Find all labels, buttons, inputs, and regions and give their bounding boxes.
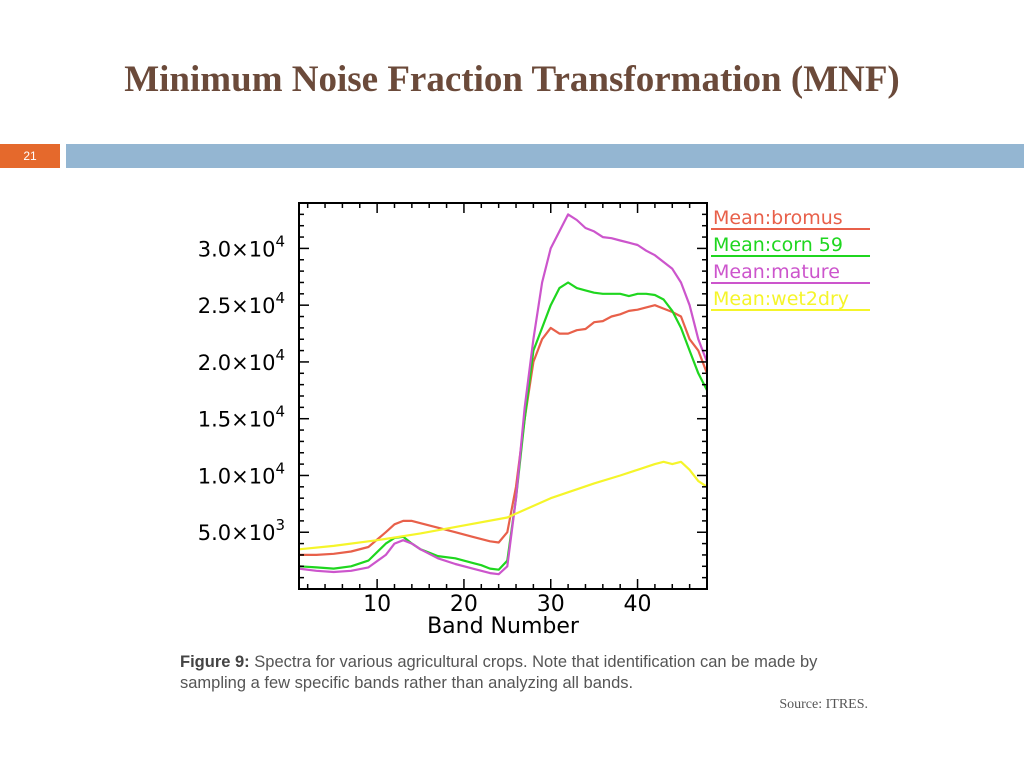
axis-tick-labels: 10 20 30 40 5.0×103 1.0×104 1.5×104 2.0×104 2.5×… — [198, 232, 652, 617]
y-tick-label: 3.0×104 — [198, 232, 285, 261]
series-lines — [298, 213, 709, 576]
source-credit: Source: ITRES. — [779, 697, 868, 712]
spectra-chart: 10 20 30 40 5.0×103 1.0×104 1.5×104 2.0×104 2.5×… — [198, 200, 870, 639]
legend-entry-3: Mean:mature — [713, 261, 840, 283]
legend: Mean:bromus Mean:corn 59 Mean:mature Mean:w… — [711, 200, 870, 318]
legend-entry-2: Mean:corn 59 — [713, 234, 843, 256]
x-tick-label: 40 — [624, 592, 652, 617]
y-tick-label: 2.5×104 — [198, 289, 285, 318]
header-bar — [66, 144, 1024, 168]
y-tick-label: 1.5×104 — [198, 403, 285, 432]
x-tick-label: 30 — [537, 592, 565, 617]
series-line-4 — [298, 460, 708, 551]
caption-label: Figure 9: — [180, 653, 250, 671]
y-tick-label: 2.0×104 — [198, 346, 285, 375]
x-tick-label: 10 — [363, 592, 391, 617]
caption-text: Spectra for various agricultural crops. … — [180, 653, 818, 692]
plot-frame — [298, 202, 708, 590]
legend-background — [711, 200, 870, 318]
figure-caption: Figure 9: Spectra for various agricultur… — [180, 652, 870, 694]
slide-number: 21 — [0, 144, 60, 168]
axis-ticks — [299, 203, 708, 589]
x-axis-label: Band Number — [427, 614, 580, 639]
series-line-1 — [299, 304, 709, 556]
series-line-3 — [298, 213, 709, 576]
legend-entry-4: Mean:wet2dry — [713, 288, 849, 310]
series-line-2 — [298, 281, 708, 571]
legend-entry-1: Mean:bromus — [713, 207, 843, 229]
y-tick-label: 5.0×103 — [198, 516, 285, 545]
slide-title: Minimum Noise Fraction Transformation (M… — [124, 59, 900, 100]
chart-figure: 10 20 30 40 5.0×103 1.0×104 1.5×104 2.0×104 2.5×… — [190, 186, 870, 642]
y-tick-label: 1.0×104 — [198, 459, 285, 488]
x-tick-label: 20 — [450, 592, 478, 617]
